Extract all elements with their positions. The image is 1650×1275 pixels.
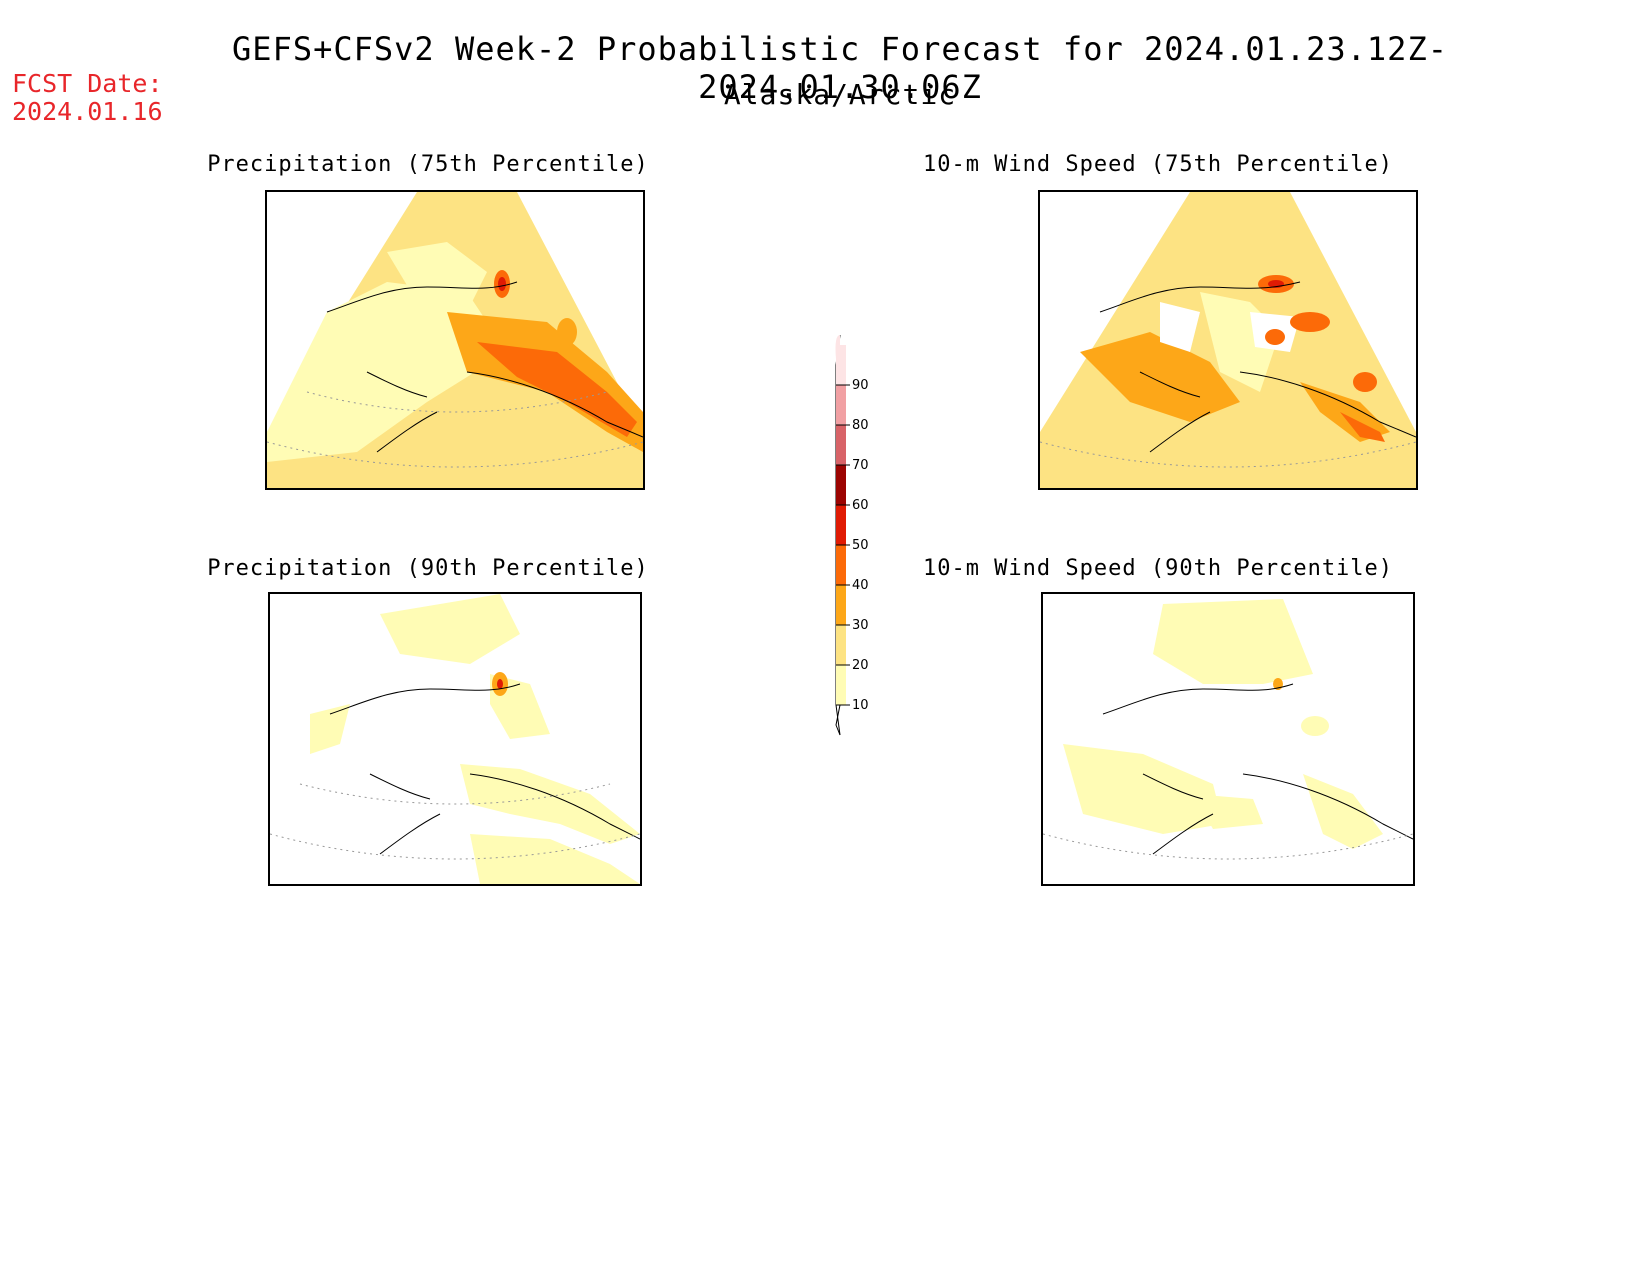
colorbar-tick-label: 60: [852, 498, 869, 513]
colorbar-swatch: [836, 545, 846, 585]
colorbar-tick-label: 80: [852, 418, 869, 433]
colorbar-swatch: [836, 505, 846, 545]
map-wind-75: [1038, 190, 1418, 490]
colorbar-swatch: [836, 425, 846, 465]
colorbar-tick-label: 30: [852, 618, 869, 633]
colorbar-tick-label: 50: [852, 538, 869, 553]
colorbar-swatch: [836, 385, 846, 425]
map-precip-75: [265, 190, 645, 490]
colorbar-tick-label: 40: [852, 578, 869, 593]
colorbar-swatch: [836, 345, 846, 385]
region-subtitle: Alaska/Arctic: [723, 78, 957, 111]
map-wind-90: [1041, 592, 1415, 886]
panel-title-precip-90: Precipitation (90th Percentile): [207, 556, 649, 581]
map-precip-90: [268, 592, 642, 886]
main-title: GEFS+CFSv2 Week-2 Probabilistic Forecast…: [232, 30, 1448, 106]
panel-title-wind-75: 10-m Wind Speed (75th Percentile): [922, 152, 1394, 177]
colorbar-tick-label: 90: [852, 378, 869, 393]
colorbar-swatch: [836, 665, 846, 705]
colorbar-tick-label: 20: [852, 658, 869, 673]
colorbar-swatch: [836, 465, 846, 505]
colorbar-legend: 10 20 30 40 50 60 70 80 90: [810, 334, 870, 749]
forecast-date: FCST Date: 2024.01.16: [12, 69, 163, 126]
panel-title-wind-90: 10-m Wind Speed (90th Percentile): [922, 556, 1394, 581]
colorbar-swatch: [836, 585, 846, 625]
colorbar-tick-label: 70: [852, 458, 869, 473]
colorbar-swatch: [836, 625, 846, 665]
colorbar-tick-label: 10: [852, 698, 869, 713]
panel-title-precip-75: Precipitation (75th Percentile): [207, 152, 649, 177]
